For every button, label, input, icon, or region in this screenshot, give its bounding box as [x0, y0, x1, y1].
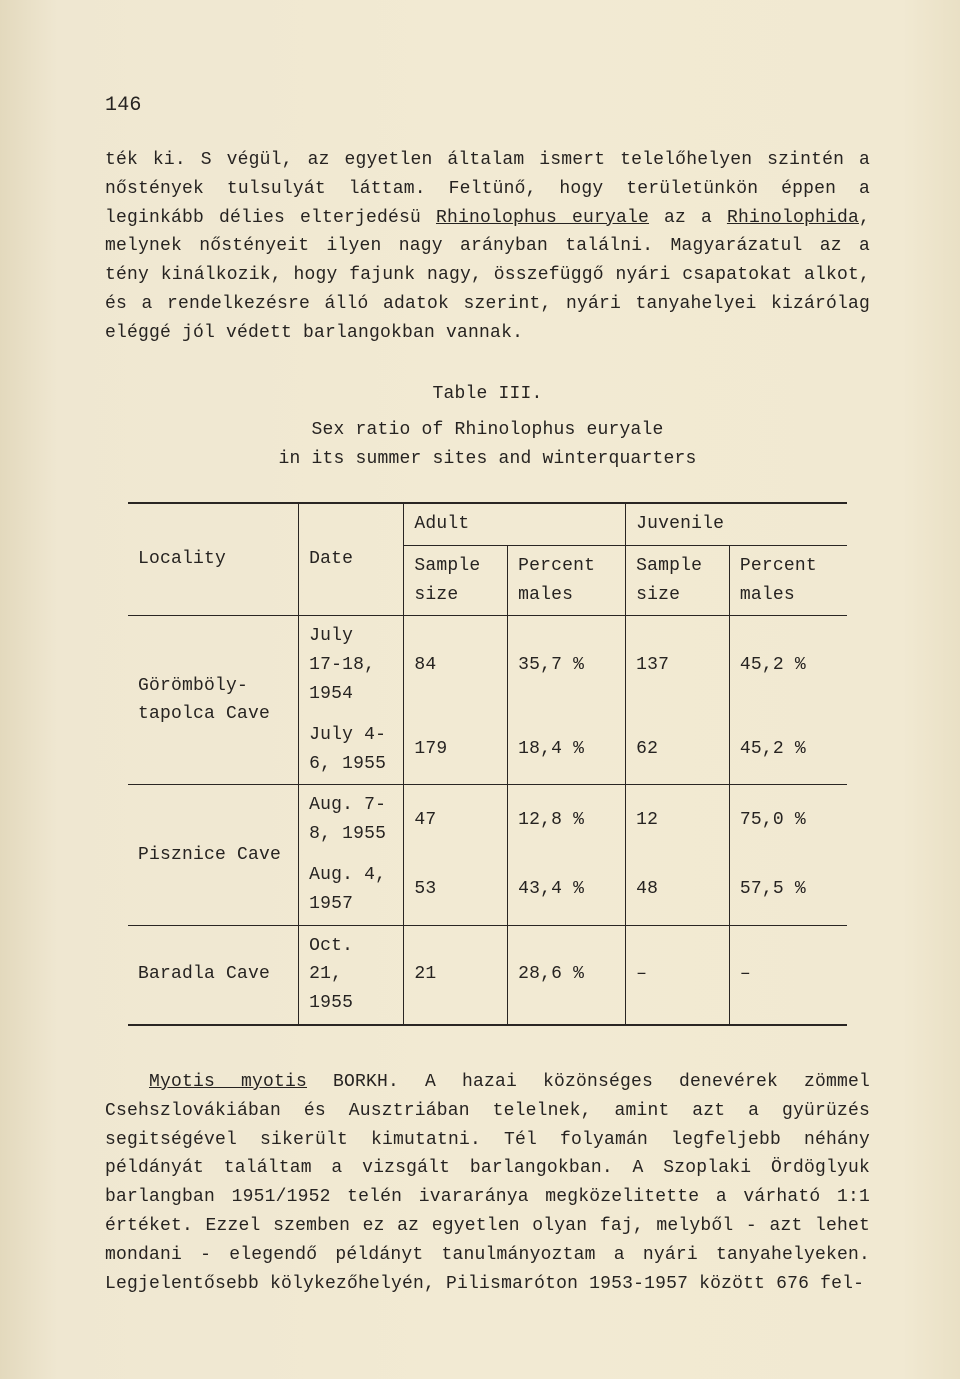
paragraph-1: ték ki. S végül, az egyetlen általam ism…	[105, 146, 870, 348]
cell-value: 84	[404, 616, 508, 715]
cell-date: Aug. 7-8, 1955	[299, 785, 404, 855]
cell-value: 21	[404, 925, 508, 1025]
col-header-date: Date	[299, 503, 404, 616]
table-sex-ratio: Locality Date Adult Juvenile Sample size…	[128, 502, 847, 1026]
cell-value: 47	[404, 785, 508, 855]
col-header-juvenile: Juvenile	[626, 503, 847, 545]
underlined-term: Rhinolophida	[727, 208, 859, 228]
cell-value: 18,4 %	[508, 715, 626, 785]
cell-value: 28,6 %	[508, 925, 626, 1025]
cell-value: –	[729, 925, 847, 1025]
cell-date: July 4-6, 1955	[299, 715, 404, 785]
col-header-locality: Locality	[128, 503, 299, 616]
table-caption-line: Sex ratio of Rhinolophus euryale	[105, 416, 870, 445]
cell-locality: Baradla Cave	[128, 925, 299, 1025]
cell-value: 43,4 %	[508, 855, 626, 925]
cell-value: –	[626, 925, 730, 1025]
cell-value: 12,8 %	[508, 785, 626, 855]
cell-locality: Pisznice Cave	[128, 785, 299, 925]
cell-value: 45,2 %	[729, 616, 847, 715]
table-row: Görömböly-tapolca Cave July 17-18, 1954 …	[128, 616, 847, 715]
col-header-sample: Sample size	[626, 545, 730, 616]
cell-value: 75,0 %	[729, 785, 847, 855]
underlined-term: Myotis myotis	[149, 1072, 307, 1092]
cell-value: 137	[626, 616, 730, 715]
page-number: 146	[105, 90, 870, 122]
cell-date: Aug. 4, 1957	[299, 855, 404, 925]
cell-locality: Görömböly-tapolca Cave	[128, 616, 299, 785]
underlined-term: Rhinolophus euryale	[436, 208, 649, 228]
table-row: Pisznice Cave Aug. 7-8, 1955 47 12,8 % 1…	[128, 785, 847, 855]
table-row: Baradla Cave Oct. 21, 1955 21 28,6 % – –	[128, 925, 847, 1025]
cell-date: Oct. 21, 1955	[299, 925, 404, 1025]
cell-value: 62	[626, 715, 730, 785]
scanned-page: 146 ték ki. S végül, az egyetlen általam…	[0, 0, 960, 1379]
text: az a	[649, 208, 727, 228]
paragraph-2: Myotis myotis BORKH. A hazai közönséges …	[105, 1068, 870, 1298]
cell-date: July 17-18, 1954	[299, 616, 404, 715]
text: BORKH. A hazai közönséges denevérek zömm…	[105, 1072, 870, 1294]
cell-value: 57,5 %	[729, 855, 847, 925]
cell-value: 53	[404, 855, 508, 925]
col-header-percent: Percent males	[729, 545, 847, 616]
col-header-sample: Sample size	[404, 545, 508, 616]
col-header-percent: Percent males	[508, 545, 626, 616]
cell-value: 35,7 %	[508, 616, 626, 715]
table-caption-line: in its summer sites and winterquarters	[105, 445, 870, 474]
cell-value: 12	[626, 785, 730, 855]
table-number: Table III.	[105, 380, 870, 409]
cell-value: 45,2 %	[729, 715, 847, 785]
cell-value: 179	[404, 715, 508, 785]
cell-value: 48	[626, 855, 730, 925]
col-header-adult: Adult	[404, 503, 626, 545]
